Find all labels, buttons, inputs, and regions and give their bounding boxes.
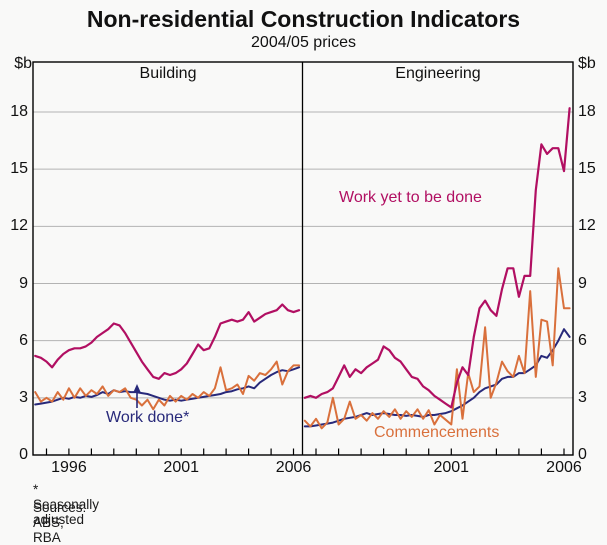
- y-tick-label-right: 0: [578, 446, 587, 463]
- chart-title: Non-residential Construction Indicators: [86, 6, 521, 32]
- panel-title-engineering: Engineering: [395, 65, 481, 82]
- x-tick-label: 1996: [51, 459, 87, 476]
- x-tick-label: 2006: [275, 459, 312, 476]
- y-tick-label-left: 15: [10, 160, 28, 178]
- y-tick-label-right: 12: [578, 217, 596, 235]
- y-tick-label-right: 6: [578, 331, 587, 349]
- series-line-work_yet_to_be_done: [303, 107, 571, 409]
- y-tick-label-left: 18: [10, 103, 28, 120]
- x-tick-label: 2001: [163, 459, 200, 476]
- y-tick-label-right: 3: [578, 388, 587, 406]
- series-label-work-yet-to-be-done: Work yet to be done: [339, 189, 482, 206]
- series-line-commencements: [34, 360, 301, 411]
- panel-title-building: Building: [139, 65, 197, 82]
- series-line-work_yet_to_be_done: [34, 303, 301, 380]
- series-line-work_done: [303, 328, 571, 428]
- y-tick-label-left: 9: [19, 274, 28, 292]
- y-tick-label-right: 15: [578, 160, 596, 178]
- y-tick-label-left: 0: [19, 446, 28, 463]
- footnote-sources: Sources: ABS; RBA: [33, 500, 87, 545]
- x-tick-label: 2006: [546, 459, 582, 476]
- y-tick-label-right: 9: [578, 274, 587, 292]
- y-tick-label-left: 12: [10, 217, 28, 235]
- footnote-seasonally-adjusted: * Seasonally adjusted: [33, 482, 100, 527]
- x-tick-label: 2001: [433, 459, 470, 476]
- work-done-arrowhead: [133, 384, 141, 393]
- y-axis-unit-right: $b: [578, 55, 596, 72]
- y-tick-label-left: 3: [19, 388, 28, 406]
- chart-canvas: [32, 61, 574, 456]
- series-label-commencements: Commencements: [374, 424, 500, 441]
- y-tick-label-right: 18: [578, 103, 596, 120]
- series-line-commencements: [303, 267, 571, 430]
- y-axis-unit-left: $b: [14, 55, 32, 72]
- y-tick-label-left: 6: [19, 331, 28, 349]
- series-label-work-done: Work done*: [106, 409, 190, 426]
- chart-subtitle: 2004/05 prices: [251, 34, 356, 51]
